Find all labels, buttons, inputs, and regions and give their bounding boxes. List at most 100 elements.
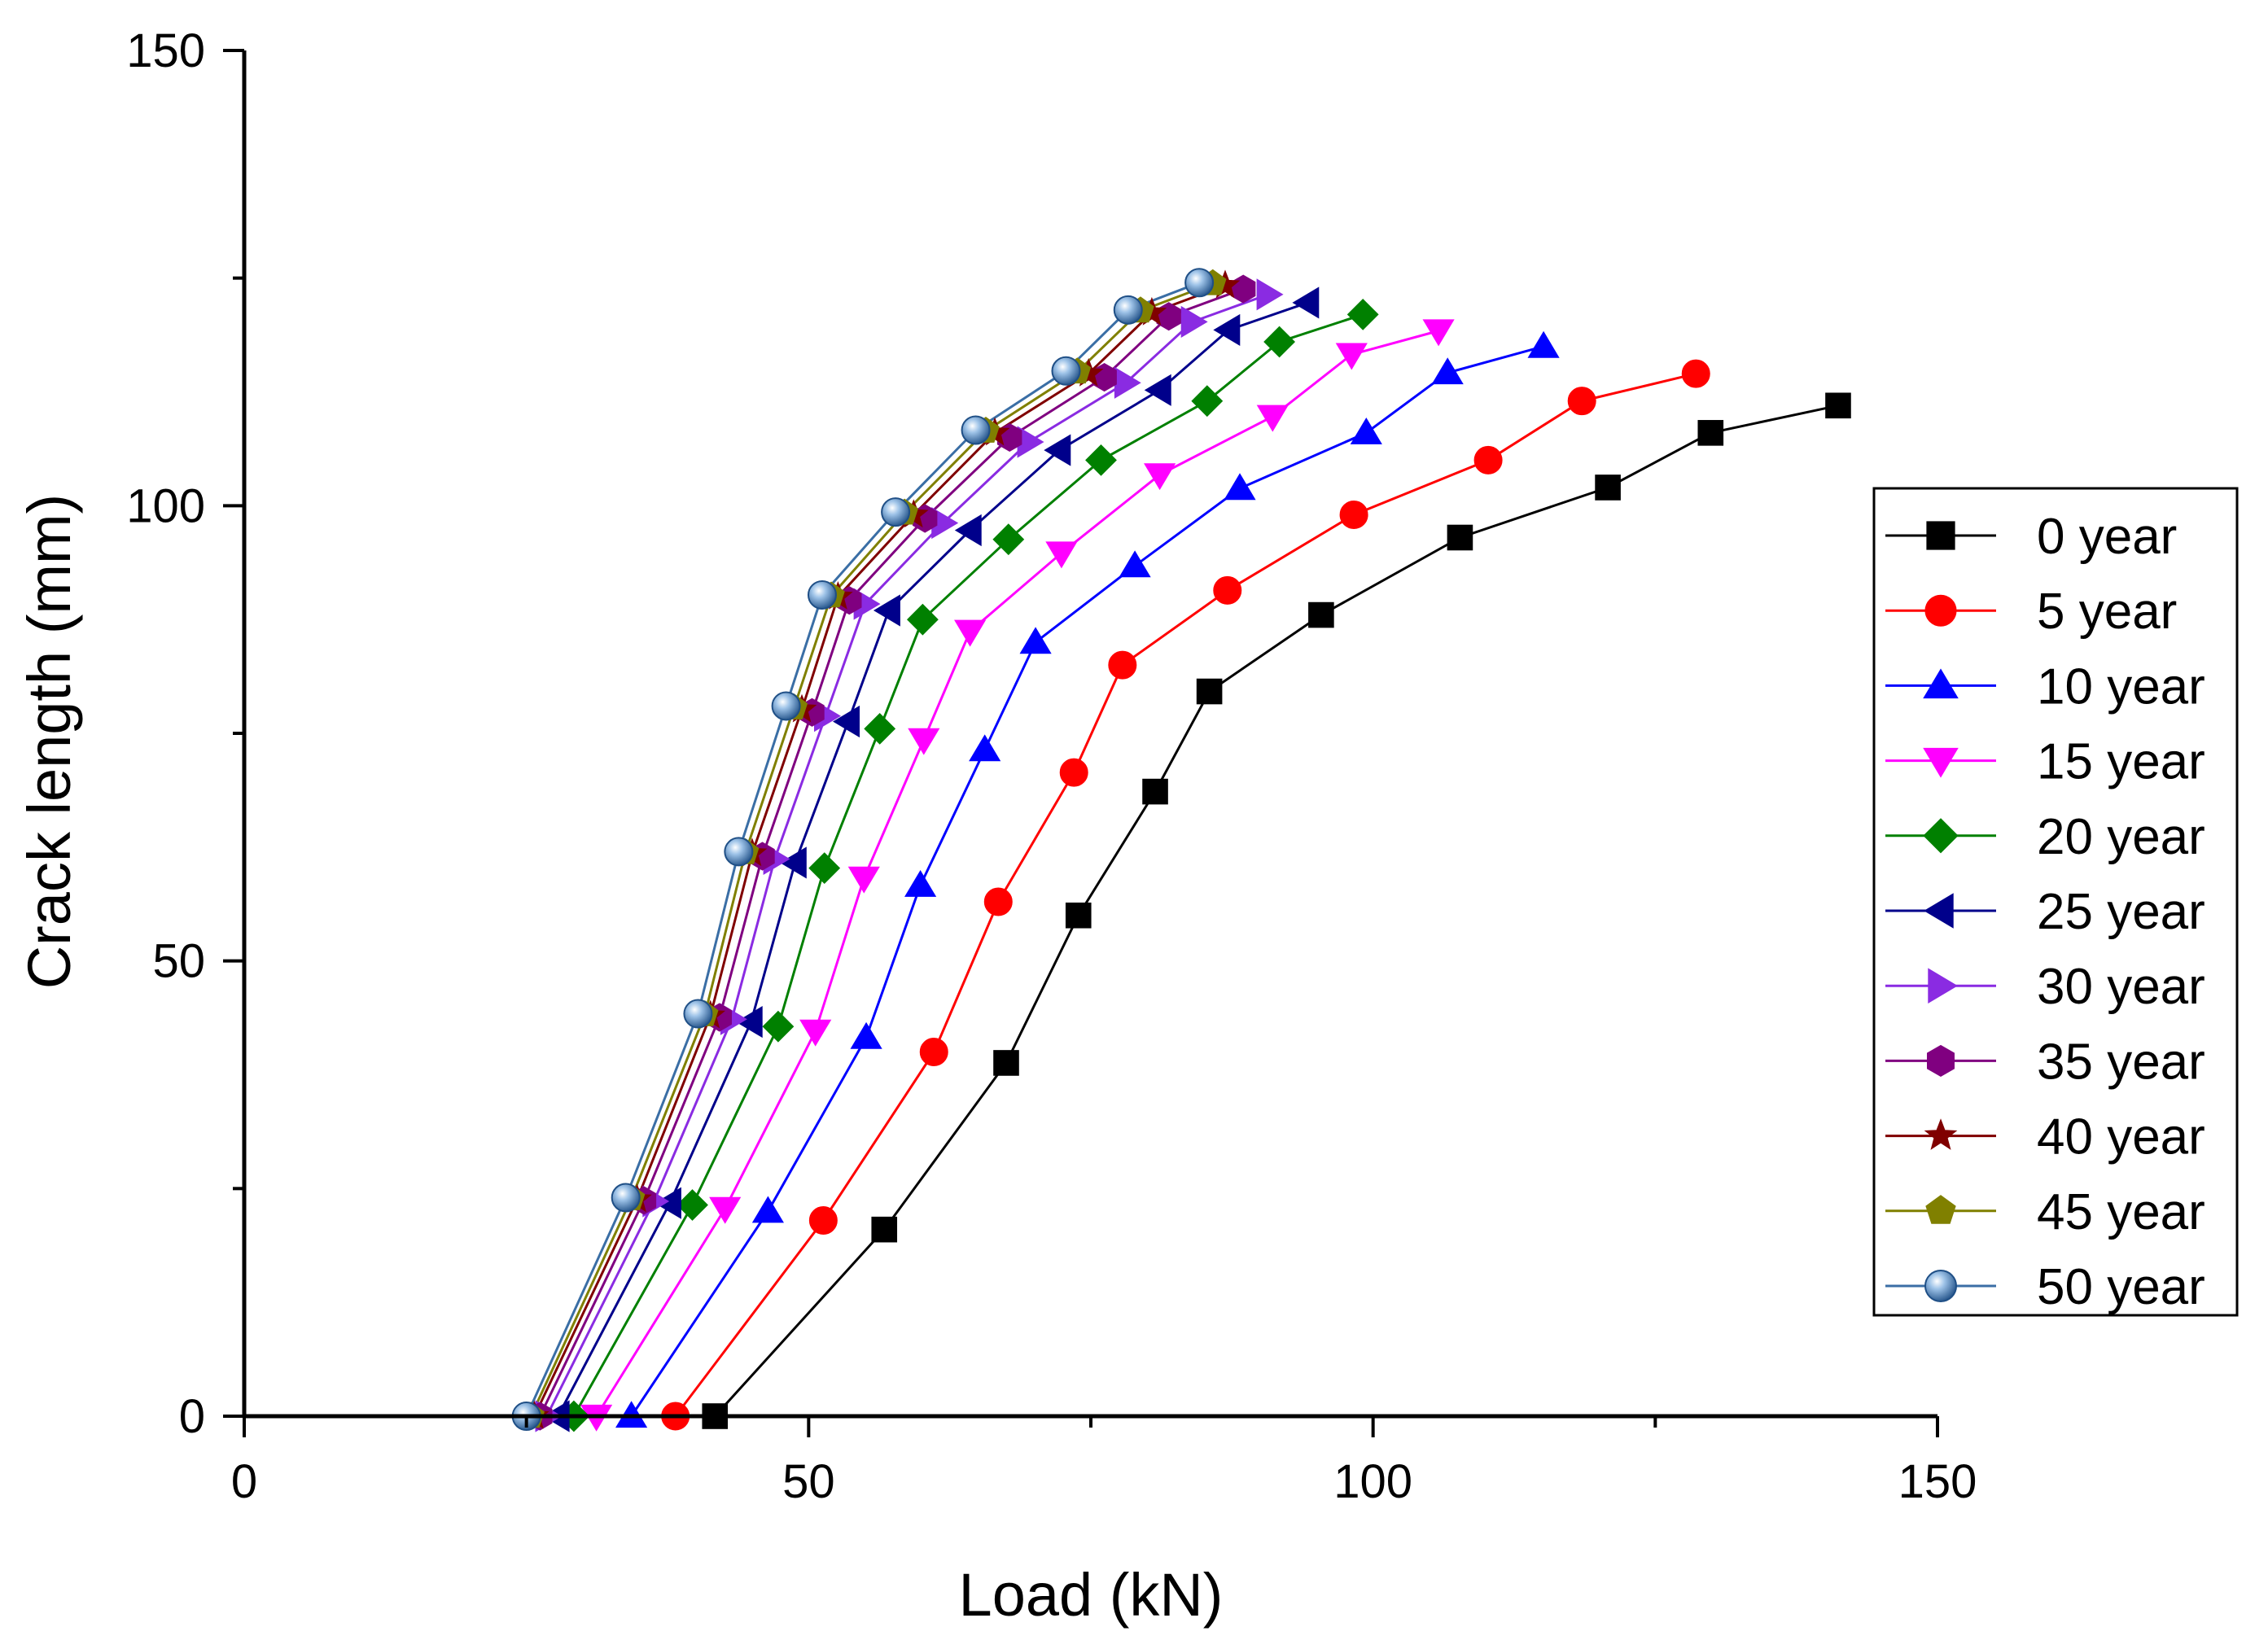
legend-label: 5 year [2037,584,2177,640]
data-point [1059,758,1088,787]
legend-entry: 0 year [1885,509,2177,565]
data-point [1196,678,1223,705]
data-point [1065,902,1092,929]
data-point [676,1189,708,1221]
series-markers-20-year [558,298,1379,1432]
data-point [1335,343,1368,370]
legend-marker [1924,1270,1957,1302]
legend-box [1872,487,2239,1317]
legend-marker [1926,521,1955,550]
legend: 0 year 5 year 10 year 15 year 20 year 25 year… [1872,487,2239,1317]
legend-entry: 25 year [1885,884,2205,940]
legend-entry: 10 year [1885,658,2205,715]
data-point [1697,420,1724,446]
data-point [1184,268,1215,298]
data-point [1473,445,1503,475]
y-tick-label: 150 [126,24,205,77]
data-point [751,1196,784,1223]
data-point [1567,387,1596,416]
y-axis-title: Crack length (mm) [15,494,83,990]
data-point [1346,298,1379,330]
data-point [1156,302,1181,331]
data-point [1256,405,1289,432]
series-markers-35-year [528,274,1256,1431]
data-point [709,1196,742,1224]
data-point [961,415,991,445]
legend-entry: 45 year [1885,1184,2205,1240]
data-point [1681,359,1710,388]
data-point [993,1050,1019,1076]
data-point [873,594,900,627]
data-point [1144,463,1176,491]
series-line-15-year [595,330,1439,1417]
data-point [1051,356,1081,386]
legend-marker [1925,1195,1956,1224]
x-axis-title: Load (kN) [959,1561,1224,1629]
data-point [807,579,837,610]
data-point [683,999,713,1029]
data-point [611,1183,641,1213]
legend-entry: 5 year [1885,584,2177,640]
data-point [1308,601,1334,628]
series-line-40-year [533,284,1226,1417]
y-tick-label: 0 [179,1390,205,1443]
data-point [1292,286,1320,319]
series-markers-10-year [615,330,1560,1428]
data-point [808,1205,838,1235]
data-point [1191,385,1224,418]
data-point [1144,374,1171,406]
legend-label: 50 year [2037,1259,2205,1315]
data-point [1350,418,1382,444]
data-point [799,1019,832,1047]
legend-label: 30 year [2037,959,2205,1015]
ticks-group: 0 50 100 150 0 50 100 150 [126,24,1977,1508]
data-point [1019,627,1052,654]
data-point [1263,326,1296,358]
legend-label: 45 year [2037,1184,2205,1240]
data-point [847,866,880,894]
data-point [654,1187,681,1219]
data-point [992,523,1025,556]
data-point [908,728,940,755]
series-markers-group [511,268,1851,1432]
data-point [771,691,801,721]
legend-entry: 20 year [1885,809,2205,865]
data-point [1224,473,1256,501]
series-markers-25-year [542,286,1320,1432]
data-point [881,497,911,527]
data-point [1447,524,1473,551]
data-point [864,712,896,745]
data-point [833,705,860,738]
legend-marker [1924,1118,1958,1150]
data-point [904,870,937,897]
data-point [1595,475,1621,501]
data-point [1108,650,1137,680]
legend-entry: 50 year [1885,1259,2205,1315]
legend-marker [1924,594,1957,627]
data-point [735,1006,763,1039]
data-point [1231,274,1256,304]
data-point [1213,575,1242,605]
legend-marker [1927,1044,1955,1077]
data-point [919,1038,948,1067]
y-tick-label: 100 [126,479,205,532]
x-tick-label: 150 [1898,1455,1977,1508]
legend-entry: 30 year [1885,959,2205,1015]
data-point [1142,778,1168,805]
data-point [969,734,1001,762]
data-point [954,514,982,547]
legend-marker [1923,747,1959,778]
data-point [1825,392,1851,419]
series-markers-30-year [535,278,1284,1432]
data-point [1213,313,1241,346]
legend-label: 20 year [2037,809,2205,865]
series-line-0-year [714,404,1839,1418]
series-line-45-year [529,282,1214,1417]
data-point [808,852,841,885]
data-point [954,619,987,647]
legend-entry: 35 year [1885,1034,2205,1090]
series-markers-0-year [702,392,1851,1429]
data-point [871,1216,898,1243]
series-line-30-year [545,293,1269,1417]
legend-entry: 15 year [1885,734,2205,790]
